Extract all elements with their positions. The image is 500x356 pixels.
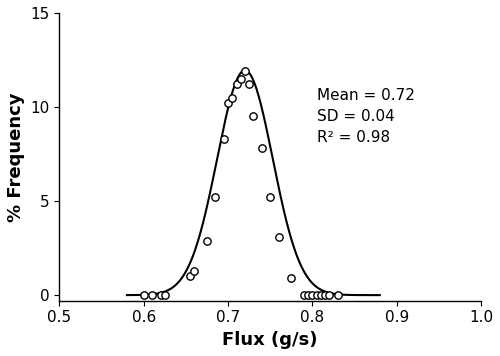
X-axis label: Flux (g/s): Flux (g/s): [222, 331, 318, 349]
Point: [241, 68, 249, 74]
Point: [212, 194, 220, 200]
Point: [300, 292, 308, 298]
Point: [232, 82, 240, 87]
Point: [203, 238, 211, 244]
Point: [334, 292, 342, 298]
Point: [190, 268, 198, 273]
Point: [186, 273, 194, 279]
Point: [274, 234, 282, 240]
Point: [312, 292, 320, 298]
Point: [224, 100, 232, 106]
Point: [321, 292, 329, 298]
Text: Mean = 0.72
SD = 0.04
R² = 0.98: Mean = 0.72 SD = 0.04 R² = 0.98: [316, 88, 414, 145]
Point: [266, 194, 274, 200]
Point: [325, 292, 333, 298]
Point: [258, 146, 266, 151]
Point: [156, 292, 164, 298]
Point: [304, 292, 312, 298]
Point: [228, 95, 236, 100]
Point: [161, 292, 169, 298]
Point: [148, 292, 156, 298]
Point: [250, 114, 258, 119]
Point: [140, 292, 148, 298]
Point: [317, 292, 325, 298]
Y-axis label: % Frequency: % Frequency: [7, 92, 25, 222]
Point: [308, 292, 316, 298]
Point: [220, 136, 228, 142]
Point: [245, 82, 253, 87]
Point: [288, 275, 296, 281]
Point: [236, 76, 244, 82]
